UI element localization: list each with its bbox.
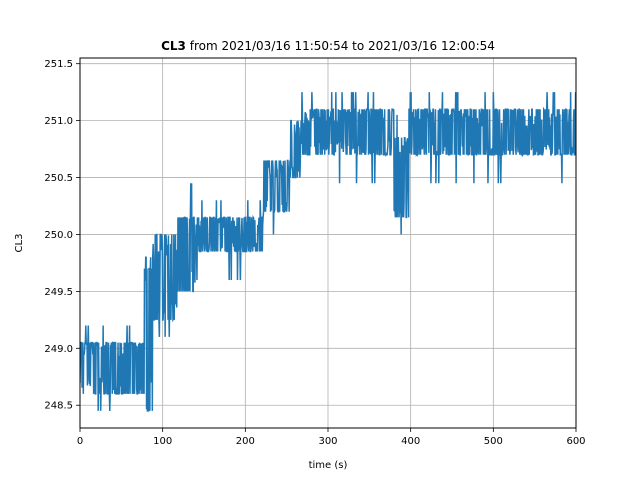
y-tick-label: 249.5 xyxy=(44,287,73,298)
x-tick-label: 600 xyxy=(566,436,585,447)
y-tick-label: 249.0 xyxy=(44,344,73,355)
x-tick-label: 400 xyxy=(401,436,420,447)
chart-title-bold: CL3 xyxy=(161,39,186,53)
x-tick-label: 100 xyxy=(153,436,172,447)
y-tick-label: 250.0 xyxy=(44,230,73,241)
y-tick-label: 250.5 xyxy=(44,173,73,184)
x-axis-label: time (s) xyxy=(309,460,348,471)
x-tick-label: 0 xyxy=(77,436,83,447)
x-tick-label: 200 xyxy=(236,436,255,447)
chart-title: CL3 from 2021/03/16 11:50:54 to 2021/03/… xyxy=(161,39,495,53)
series-line xyxy=(80,92,576,412)
y-tick-label: 251.0 xyxy=(44,116,73,127)
x-tick-label: 300 xyxy=(318,436,337,447)
y-tick-label: 248.5 xyxy=(44,401,73,412)
y-axis: 248.5 249.0 249.5 250.0 250.5 251.0 251.5 xyxy=(44,59,80,412)
plot-area xyxy=(80,92,576,412)
x-tick-label: 500 xyxy=(484,436,503,447)
x-axis: 0 100 200 300 400 500 600 xyxy=(77,428,586,447)
y-axis-label: CL3 xyxy=(14,234,25,253)
y-tick-label: 251.5 xyxy=(44,59,73,70)
chart-title-rest: from 2021/03/16 11:50:54 to 2021/03/16 1… xyxy=(186,39,495,53)
